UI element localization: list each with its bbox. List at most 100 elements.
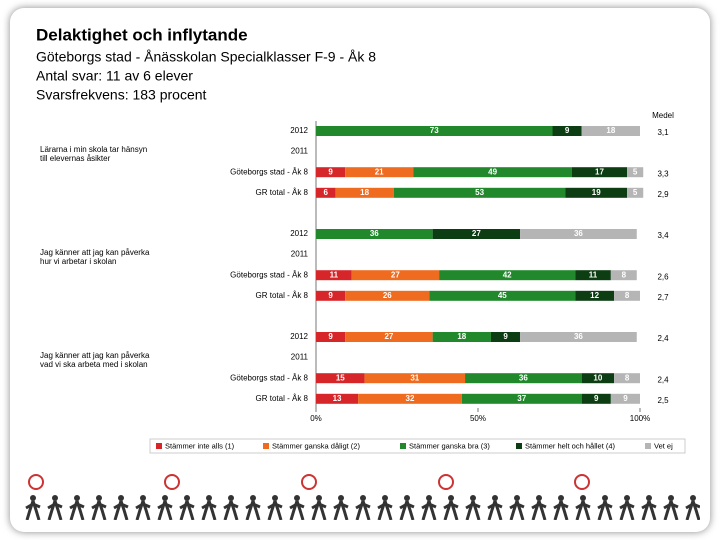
bar-segment — [316, 270, 352, 281]
bar-segment — [358, 393, 462, 404]
legend-swatch — [400, 443, 406, 449]
category-label: 2011 — [291, 353, 309, 362]
bar-segment — [614, 373, 640, 384]
data-label: 36 — [370, 229, 379, 238]
data-label: 27 — [472, 229, 481, 238]
legend-label: Stämmer helt och hållet (4) — [525, 441, 616, 450]
bar-segment — [345, 332, 433, 342]
bar-segment — [345, 167, 414, 178]
data-label: 45 — [498, 291, 507, 300]
legend-label: Stämmer ganska bra (3) — [409, 441, 490, 450]
x-tick-label: 50% — [470, 414, 486, 423]
footer-decoration — [20, 474, 700, 520]
subtitle: Göteborgs stad - Ånässkolan Specialklass… — [36, 49, 376, 65]
data-label: 5 — [633, 188, 638, 197]
legend-swatch — [516, 443, 522, 449]
data-label: 5 — [633, 167, 638, 176]
mean-label: 2,4 — [657, 334, 669, 343]
data-label: 9 — [594, 394, 599, 403]
data-label: 18 — [606, 126, 615, 135]
bar-segment — [552, 126, 582, 136]
data-label: 8 — [625, 373, 630, 382]
mean-label: 2,4 — [657, 375, 669, 384]
bar-segment — [627, 167, 644, 178]
bar-segment — [429, 290, 576, 301]
bar-segment — [316, 393, 359, 404]
bar-segment — [316, 187, 336, 198]
category-label: GR total - Åk 8 — [256, 188, 309, 197]
mean-label: 3,1 — [657, 128, 669, 137]
bar-segment — [345, 290, 430, 301]
data-label: 36 — [574, 229, 583, 238]
means-header: Medel — [652, 111, 674, 120]
bar-segment — [393, 187, 566, 198]
x-tick-label: 0% — [310, 414, 322, 423]
x-tick-label: 100% — [630, 414, 650, 423]
icon — [574, 474, 590, 490]
bar-segment — [316, 290, 346, 301]
data-label: 13 — [333, 394, 342, 403]
data-label: 9 — [328, 332, 333, 341]
mean-label: 2,5 — [657, 396, 669, 405]
legend-box — [149, 438, 686, 454]
data-label: 9 — [328, 167, 333, 176]
bar-segment — [316, 373, 365, 384]
data-label: 9 — [328, 291, 333, 300]
data-label: 9 — [565, 126, 570, 135]
bar-segment — [610, 270, 637, 281]
category-label: 2011 — [291, 147, 309, 156]
bar-segment — [432, 229, 521, 239]
bar-segment — [432, 332, 491, 342]
subtitle: Svarsfrekvens: 183 procent — [36, 87, 207, 103]
data-label: 49 — [488, 167, 497, 176]
group-label: Jag känner att jag kan påverka — [40, 248, 150, 257]
data-label: 18 — [457, 332, 466, 341]
bar-segment — [581, 373, 615, 384]
group-label: Lärarna i min skola tar hänsyn — [40, 145, 147, 154]
data-label: 6 — [323, 188, 328, 197]
group-label: till elevernas åsikter — [40, 154, 111, 163]
data-label: 42 — [503, 270, 512, 279]
icon — [438, 474, 454, 490]
group-label: vad vi ska arbeta med i skolan — [40, 360, 148, 369]
icon — [28, 474, 44, 490]
data-label: 53 — [475, 188, 484, 197]
data-label: 36 — [574, 332, 583, 341]
bar-segment — [364, 373, 466, 384]
data-label: 9 — [503, 332, 508, 341]
data-label: 73 — [430, 126, 439, 135]
mean-label: 3,4 — [657, 231, 669, 240]
bar-segment — [565, 187, 628, 198]
legend-swatch — [645, 443, 651, 449]
data-label: 32 — [406, 394, 415, 403]
bar-segment — [439, 270, 576, 281]
data-label: 37 — [517, 394, 526, 403]
data-label: 8 — [622, 270, 627, 279]
bar-segment — [571, 167, 628, 178]
category-label: 2012 — [290, 332, 308, 341]
bar-segment — [581, 393, 611, 404]
bar-segment — [335, 187, 394, 198]
bar-segment — [490, 332, 521, 342]
bar-segment — [520, 229, 637, 239]
bar-segment — [316, 229, 433, 239]
data-label: 21 — [375, 167, 384, 176]
data-label: 12 — [590, 291, 599, 300]
mean-label: 2,7 — [657, 293, 669, 302]
mean-label: 2,6 — [657, 272, 669, 281]
bar-segment — [520, 332, 637, 342]
bar-segment — [627, 187, 644, 198]
legend-swatch — [263, 443, 269, 449]
data-label: 26 — [383, 291, 392, 300]
legend-label: Stämmer ganska dåligt (2) — [272, 441, 360, 450]
bar-segment — [316, 167, 346, 178]
title: Delaktighet och inflytande — [36, 25, 248, 44]
bar-segment — [351, 270, 440, 281]
legend-swatch — [156, 443, 162, 449]
category-label: 2012 — [290, 126, 308, 135]
category-label: Göteborgs stad - Åk 8 — [230, 270, 308, 279]
data-label: 27 — [384, 332, 393, 341]
data-label: 9 — [623, 394, 628, 403]
legend-label: Vet ej — [654, 441, 673, 450]
mean-label: 3,3 — [657, 169, 669, 178]
